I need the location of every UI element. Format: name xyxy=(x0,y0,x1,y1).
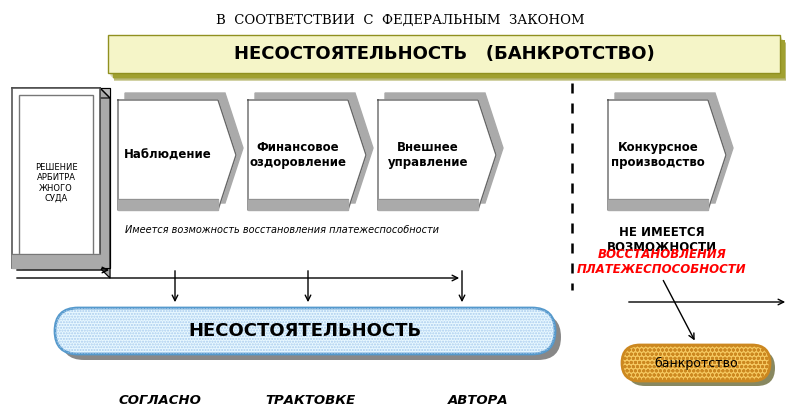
Text: Конкурсное
производство: Конкурсное производство xyxy=(611,141,705,169)
Polygon shape xyxy=(12,88,110,98)
Bar xyxy=(112,40,784,78)
Polygon shape xyxy=(615,93,733,203)
Polygon shape xyxy=(385,93,503,203)
Text: Внешнее
управление: Внешнее управление xyxy=(388,141,468,169)
Bar xyxy=(19,95,93,261)
Polygon shape xyxy=(12,254,100,268)
Bar xyxy=(111,39,783,77)
Text: Имеется возможность восстановления платежеспособности: Имеется возможность восстановления плате… xyxy=(125,225,439,235)
Bar xyxy=(113,40,785,78)
FancyBboxPatch shape xyxy=(61,314,561,360)
Text: ВОССТАНОВЛЕНИЯ
ПЛАТЕЖЕСПОСОБНОСТИ: ВОССТАНОВЛЕНИЯ ПЛАТЕЖЕСПОСОБНОСТИ xyxy=(577,248,747,276)
Text: В  СООТВЕТСТВИИ  С  ФЕДЕРАЛЬНЫМ  ЗАКОНОМ: В СООТВЕТСТВИИ С ФЕДЕРАЛЬНЫМ ЗАКОНОМ xyxy=(216,14,584,26)
Text: НЕСОСТОЯТЕЛЬНОСТЬ: НЕСОСТОЯТЕЛЬНОСТЬ xyxy=(189,322,422,340)
Polygon shape xyxy=(22,88,110,268)
Text: ТРАКТОВКЕ: ТРАКТОВКЕ xyxy=(265,393,355,407)
Polygon shape xyxy=(100,88,110,278)
Polygon shape xyxy=(608,199,708,210)
Bar xyxy=(110,37,782,75)
Text: АВТОРА: АВТОРА xyxy=(448,393,508,407)
Bar xyxy=(110,38,782,76)
Polygon shape xyxy=(248,100,366,210)
Text: Наблюдение: Наблюдение xyxy=(124,148,212,162)
Polygon shape xyxy=(118,100,236,210)
Bar xyxy=(114,42,786,80)
Text: НЕ ИМЕЕТСЯ
ВОЗМОЖНОСТИ: НЕ ИМЕЕТСЯ ВОЗМОЖНОСТИ xyxy=(607,226,717,254)
Text: НЕСОСТОЯТЕЛЬНОСТЬ   (БАНКРОТСТВО): НЕСОСТОЯТЕЛЬНОСТЬ (БАНКРОТСТВО) xyxy=(234,45,654,63)
FancyBboxPatch shape xyxy=(55,308,555,354)
Text: СОГЛАСНО: СОГЛАСНО xyxy=(118,393,202,407)
Text: банкротство: банкротство xyxy=(654,356,738,370)
FancyBboxPatch shape xyxy=(622,345,770,381)
Text: Финансовое
оздоровление: Финансовое оздоровление xyxy=(250,141,346,169)
Bar xyxy=(108,35,780,73)
Polygon shape xyxy=(248,199,348,210)
Polygon shape xyxy=(608,100,726,210)
Polygon shape xyxy=(255,93,373,203)
Bar xyxy=(114,43,786,81)
Bar xyxy=(12,88,100,268)
Bar xyxy=(113,41,785,79)
Polygon shape xyxy=(378,100,496,210)
Polygon shape xyxy=(118,199,218,210)
Polygon shape xyxy=(125,93,243,203)
FancyBboxPatch shape xyxy=(627,350,775,386)
Bar xyxy=(109,36,781,74)
Polygon shape xyxy=(378,199,478,210)
Text: РЕШЕНИЕ
АРБИТРА
ЖНОГО
СУДА: РЕШЕНИЕ АРБИТРА ЖНОГО СУДА xyxy=(34,163,78,203)
